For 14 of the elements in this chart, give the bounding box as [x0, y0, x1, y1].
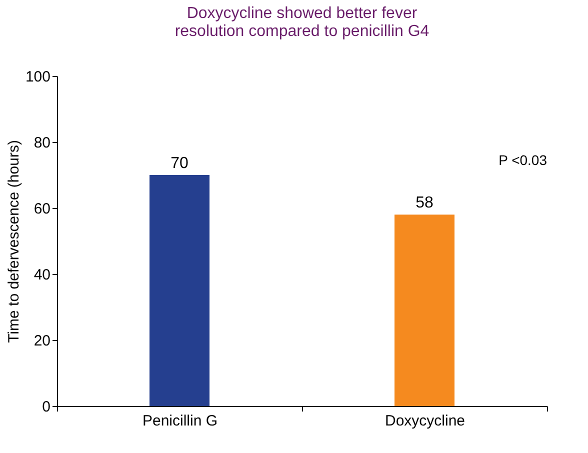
x-tick-label: Doxycycline: [384, 412, 466, 430]
y-tick-label: 0: [42, 398, 50, 416]
y-tick-label: 60: [34, 200, 50, 218]
annotation: P <0.03: [498, 152, 548, 168]
y-axis-title: Time to defervescence (hours): [5, 140, 22, 343]
data-label: 58: [416, 194, 434, 212]
y-tick-label: 100: [25, 68, 50, 86]
y-tick-label: 20: [34, 332, 50, 350]
text: resolution compared to penicillin G4: [174, 23, 430, 40]
y-tick-label: 40: [34, 266, 50, 284]
y-tick-label: 80: [34, 134, 50, 152]
data-label: 70: [170, 155, 188, 172]
text: Doxycycline showed better fever: [186, 5, 418, 22]
x-tick-label: Penicillin G: [142, 412, 218, 430]
